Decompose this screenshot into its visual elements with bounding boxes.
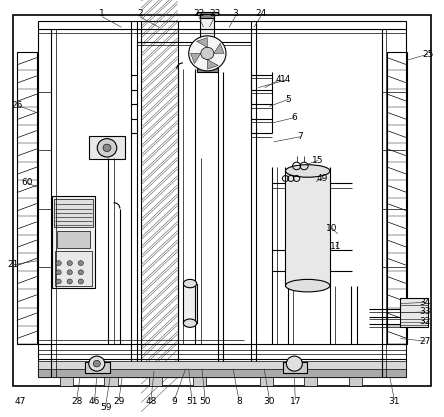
Circle shape	[67, 279, 72, 284]
Bar	[38, 369, 406, 377]
Text: 6: 6	[292, 113, 297, 122]
Text: 27: 27	[420, 337, 431, 346]
Bar	[52, 196, 95, 288]
Text: 7: 7	[297, 132, 303, 141]
Text: 59: 59	[100, 403, 111, 412]
Bar	[38, 361, 406, 377]
Circle shape	[103, 144, 111, 152]
Circle shape	[56, 279, 61, 284]
Text: 30: 30	[264, 397, 275, 406]
Text: 46: 46	[89, 397, 100, 406]
Bar	[349, 377, 362, 386]
Text: 3: 3	[233, 9, 238, 18]
Text: 9: 9	[172, 397, 177, 406]
Text: 21: 21	[8, 260, 19, 269]
Ellipse shape	[285, 165, 330, 177]
Text: 14: 14	[280, 75, 292, 84]
Bar	[285, 171, 330, 286]
Bar	[89, 136, 125, 159]
Bar	[54, 199, 93, 227]
Ellipse shape	[183, 279, 197, 288]
Bar	[13, 15, 431, 386]
Circle shape	[201, 47, 214, 60]
Text: 47: 47	[14, 397, 26, 406]
Text: 60: 60	[22, 178, 33, 187]
Circle shape	[189, 36, 226, 71]
Bar	[193, 377, 206, 386]
Bar	[387, 52, 407, 344]
Text: 5: 5	[286, 95, 291, 104]
Bar	[183, 284, 197, 323]
Circle shape	[286, 356, 302, 371]
Bar	[400, 298, 428, 327]
Bar	[197, 12, 218, 15]
Text: 1: 1	[99, 9, 105, 18]
Circle shape	[56, 270, 61, 275]
Polygon shape	[214, 43, 224, 53]
Text: 8: 8	[236, 397, 242, 406]
Text: 50: 50	[199, 397, 211, 406]
Text: 49: 49	[317, 174, 328, 183]
Text: 34: 34	[420, 298, 431, 307]
Text: 17: 17	[289, 397, 301, 406]
Circle shape	[67, 261, 72, 266]
Circle shape	[89, 356, 105, 371]
Text: 48: 48	[145, 397, 157, 406]
Text: 10: 10	[326, 224, 338, 233]
Text: 25: 25	[422, 50, 433, 59]
Text: 33: 33	[420, 307, 431, 317]
Ellipse shape	[285, 279, 330, 292]
Bar	[38, 21, 406, 377]
Bar	[60, 377, 73, 386]
Circle shape	[56, 261, 61, 266]
Bar	[200, 13, 214, 42]
Circle shape	[78, 279, 83, 284]
Circle shape	[78, 261, 83, 266]
Text: 22: 22	[193, 9, 205, 18]
Text: 32: 32	[420, 317, 431, 327]
Bar	[200, 14, 214, 18]
Text: 11: 11	[330, 242, 342, 251]
Circle shape	[67, 270, 72, 275]
Text: 4: 4	[276, 75, 281, 84]
Bar	[283, 362, 307, 373]
Bar	[141, 21, 178, 377]
Text: 15: 15	[312, 156, 324, 165]
Bar	[304, 377, 317, 386]
Text: 24: 24	[255, 9, 266, 18]
Ellipse shape	[183, 319, 197, 327]
Text: 29: 29	[113, 397, 125, 406]
Text: 2: 2	[137, 9, 143, 18]
Circle shape	[93, 360, 100, 367]
Polygon shape	[207, 60, 218, 69]
Bar	[197, 68, 218, 72]
Circle shape	[78, 270, 83, 275]
Text: 51: 51	[186, 397, 198, 406]
Text: 26: 26	[11, 100, 23, 110]
Text: 23: 23	[209, 9, 221, 18]
Bar	[17, 52, 37, 344]
Bar	[149, 377, 162, 386]
Polygon shape	[197, 38, 207, 47]
Bar	[104, 377, 118, 386]
Text: 31: 31	[388, 397, 400, 406]
Polygon shape	[190, 53, 201, 63]
Bar	[260, 377, 273, 386]
Bar	[55, 251, 92, 286]
Bar	[85, 362, 110, 373]
Bar	[57, 231, 90, 248]
Text: 28: 28	[71, 397, 83, 406]
Circle shape	[97, 139, 117, 157]
